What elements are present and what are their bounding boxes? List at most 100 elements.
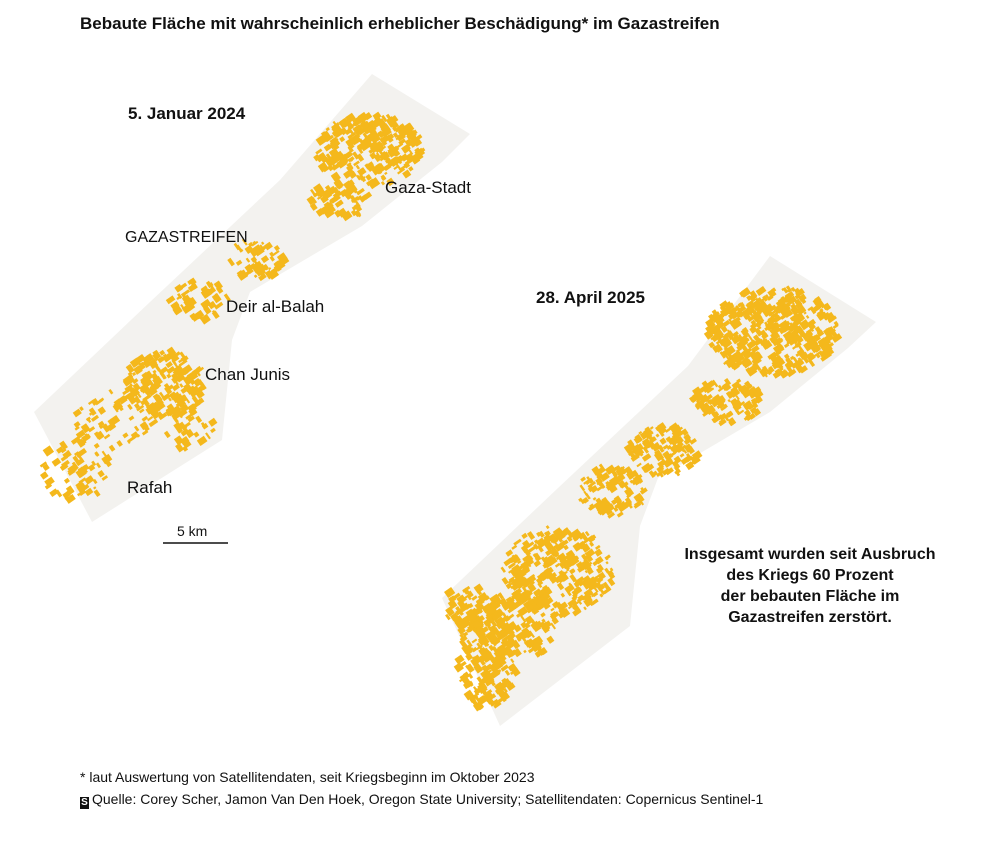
damage-patch xyxy=(816,329,825,337)
damage-patch xyxy=(187,415,195,423)
damage-patch xyxy=(776,346,783,352)
damage-patch xyxy=(408,149,414,156)
damage-patch xyxy=(145,405,156,415)
damage-patch xyxy=(540,612,546,618)
damage-patch xyxy=(477,617,485,623)
damage-patch xyxy=(599,593,604,598)
damage-patch xyxy=(398,130,404,136)
damage-patch xyxy=(668,422,680,433)
damage-patch xyxy=(468,602,474,609)
damage-patch xyxy=(139,421,149,431)
damage-patch xyxy=(482,651,495,663)
damage-patch xyxy=(402,169,412,179)
damage-patch xyxy=(351,203,360,211)
damage-patch xyxy=(394,124,404,133)
damage-patch xyxy=(358,173,367,183)
damage-patch xyxy=(770,328,776,334)
damage-patch xyxy=(72,408,82,418)
damage-patch xyxy=(758,338,766,347)
damage-patch xyxy=(806,318,817,328)
damage-patch xyxy=(749,322,756,329)
damage-patch xyxy=(720,311,727,317)
damage-patch xyxy=(90,414,100,422)
damage-patch xyxy=(331,131,337,137)
damage-patch xyxy=(380,123,391,134)
damage-patch xyxy=(732,331,739,338)
damage-patch xyxy=(565,557,573,565)
damage-patch xyxy=(742,330,749,338)
damage-patch xyxy=(604,567,610,574)
damage-patch xyxy=(656,469,665,478)
damage-patch xyxy=(129,383,134,387)
damage-patch xyxy=(502,642,507,648)
damage-patch xyxy=(767,351,777,360)
damage-patch xyxy=(252,240,257,246)
damage-patch xyxy=(492,612,502,622)
damage-patch xyxy=(158,412,168,421)
damage-patch xyxy=(505,596,515,607)
damage-patch xyxy=(97,420,105,428)
damage-patch xyxy=(332,190,343,199)
damage-patch xyxy=(93,486,97,490)
damage-patch xyxy=(588,576,596,583)
damage-patch xyxy=(541,586,553,598)
damage-patch xyxy=(590,535,595,541)
damage-patch xyxy=(597,564,604,572)
damage-patch xyxy=(712,345,719,353)
damage-patch xyxy=(486,612,493,620)
damage-patch xyxy=(543,533,553,544)
damage-patch xyxy=(737,305,747,314)
damage-patch xyxy=(465,608,475,617)
damage-patch xyxy=(495,616,503,623)
damage-patch xyxy=(580,476,587,482)
damage-patch xyxy=(534,557,539,561)
damage-patch xyxy=(366,162,376,173)
damage-patch xyxy=(332,139,341,148)
damage-patch xyxy=(462,682,470,690)
damage-patch xyxy=(728,419,736,427)
damage-patch xyxy=(104,459,112,468)
damage-patch xyxy=(173,435,184,446)
damage-patch xyxy=(334,209,342,218)
damage-patch xyxy=(345,137,356,148)
damage-patch xyxy=(649,426,654,430)
damage-patch xyxy=(196,435,208,446)
damage-patch xyxy=(181,294,191,304)
damage-patch xyxy=(377,144,384,152)
damage-patch xyxy=(683,449,688,454)
damage-patch xyxy=(345,112,356,124)
damage-patch xyxy=(392,132,399,138)
damage-patch xyxy=(735,349,741,355)
damage-patch xyxy=(711,411,717,417)
damage-patch xyxy=(611,500,617,505)
damage-patch xyxy=(159,349,166,356)
damage-patch xyxy=(507,562,516,570)
damage-patch xyxy=(556,582,565,591)
damage-patch xyxy=(175,351,181,357)
damage-patch xyxy=(628,503,633,509)
damage-patch xyxy=(181,424,188,431)
damage-patch xyxy=(497,592,505,600)
damage-patch xyxy=(763,303,774,313)
damage-patch xyxy=(647,435,653,441)
damage-patch xyxy=(269,255,275,262)
damage-patch xyxy=(642,446,650,454)
damage-patch xyxy=(754,362,762,372)
damage-patch xyxy=(803,341,813,352)
damage-patch xyxy=(510,658,515,664)
damage-patch xyxy=(178,359,188,367)
damage-patch xyxy=(783,353,790,360)
damage-patch xyxy=(162,352,173,363)
damage-patch xyxy=(748,391,756,399)
damage-patch xyxy=(467,672,474,679)
damage-patch xyxy=(195,415,203,424)
damage-patch xyxy=(189,389,199,398)
damage-patch xyxy=(351,187,358,194)
damage-patch xyxy=(84,487,94,497)
damage-patch xyxy=(404,158,414,165)
damage-patch xyxy=(367,161,374,168)
notes: * laut Auswertung von Satellitendaten, s… xyxy=(80,766,800,810)
damage-patch xyxy=(466,639,473,648)
damage-patch xyxy=(328,199,333,204)
damage-patch xyxy=(569,568,576,575)
